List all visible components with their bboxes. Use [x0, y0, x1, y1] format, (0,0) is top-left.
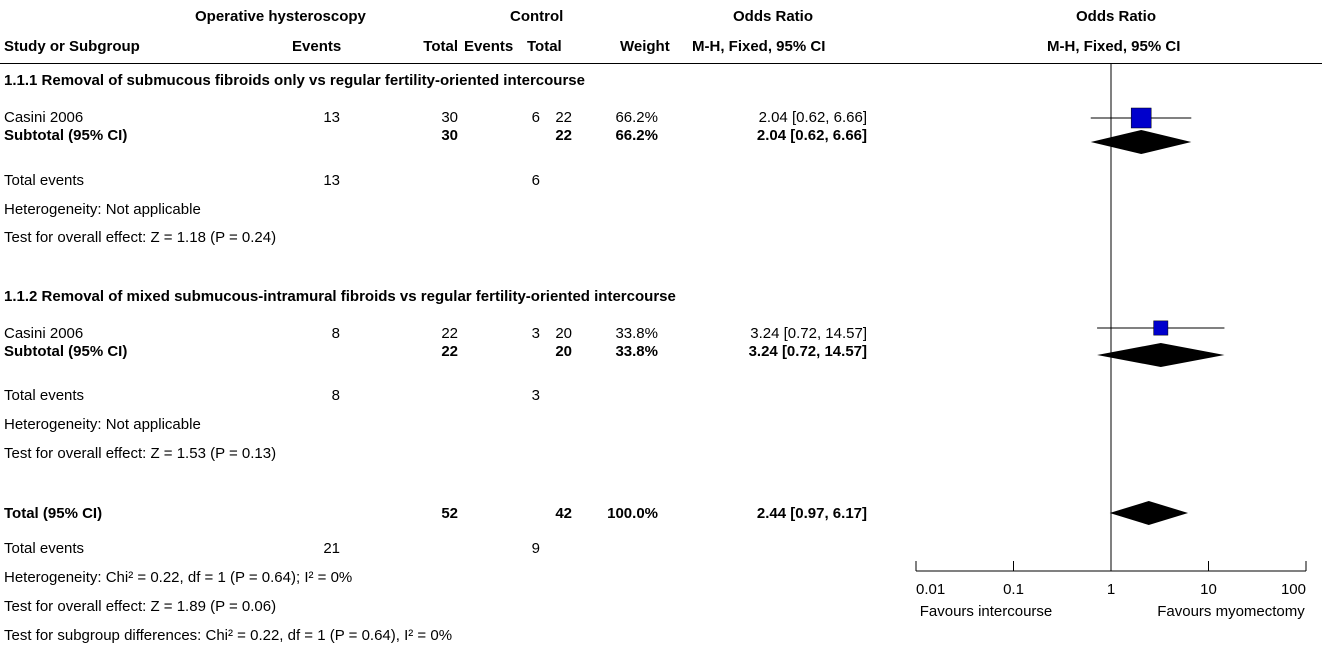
subtotal-diamond [1097, 343, 1225, 367]
subtotal-total1: 22 [441, 343, 458, 360]
subtotal-total1: 30 [441, 127, 458, 144]
heterogeneity: Heterogeneity: Not applicable [4, 201, 201, 218]
heterogeneity: Heterogeneity: Not applicable [4, 416, 201, 433]
group2-header: Control [510, 8, 564, 25]
overall-total-events1: 21 [323, 540, 340, 557]
total2: 20 [555, 325, 572, 342]
events2: 6 [531, 109, 540, 126]
col-weight-header: Weight [620, 38, 670, 55]
subgroup-differences: Test for subgroup differences: Chi² = 0.… [4, 627, 453, 644]
subtotal-ci: 3.24 [0.72, 14.57] [748, 343, 867, 360]
col-method-text-header: M-H, Fixed, 95% CI [692, 38, 826, 55]
subtotal-weight: 66.2% [615, 127, 658, 144]
subtotal-weight: 33.8% [615, 343, 658, 360]
x-tick-label: 100 [1281, 581, 1306, 598]
subtotal-label: Subtotal (95% CI) [4, 127, 128, 144]
col-study-header: Study or Subgroup [4, 38, 140, 55]
col-events1-header: Events [292, 38, 342, 55]
odds-ratio-plot-header: Odds Ratio [1076, 8, 1157, 25]
col-total1-header: Total [423, 38, 458, 55]
subtotal-diamond [1090, 130, 1192, 154]
events1: 13 [323, 109, 340, 126]
overall-effect: Test for overall effect: Z = 1.18 (P = 0… [4, 229, 277, 246]
subtotal-total2: 22 [555, 127, 572, 144]
study-effect-square [1130, 107, 1152, 129]
total-events2: 3 [531, 387, 540, 404]
odds-ratio-text-header: Odds Ratio [733, 8, 814, 25]
x-tick-label: 0.1 [1003, 581, 1024, 598]
col-events2-header: Events [464, 38, 514, 55]
col-method-plot-header: M-H, Fixed, 95% CI [1047, 38, 1181, 55]
x-tick-label: 10 [1200, 581, 1217, 598]
overall-weight: 100.0% [607, 505, 658, 522]
total-events-label: Total events [4, 172, 85, 189]
favours-right-label: Favours myomectomy [1157, 603, 1305, 620]
subtotal-label: Subtotal (95% CI) [4, 343, 128, 360]
weight: 33.8% [615, 325, 658, 342]
events2: 3 [531, 325, 540, 342]
overall-ci: 2.44 [0.97, 6.17] [756, 505, 867, 522]
total1: 22 [441, 325, 458, 342]
total-label: Total (95% CI) [4, 505, 103, 522]
favours-left-label: Favours intercourse [920, 603, 1053, 620]
study-name: Casini 2006 [4, 109, 84, 126]
ci: 2.04 [0.62, 6.66] [758, 109, 867, 126]
overall-total2: 42 [555, 505, 572, 522]
study-name: Casini 2006 [4, 325, 84, 342]
subgroup-1-title: 1.1.1 Removal of submucous fibroids only… [4, 72, 585, 89]
weight: 66.2% [615, 109, 658, 126]
total2: 22 [555, 109, 572, 126]
total1: 30 [441, 109, 458, 126]
ci: 3.24 [0.72, 14.57] [750, 325, 867, 342]
header-divider [0, 63, 1322, 64]
x-tick-label: 0.01 [916, 581, 945, 598]
total-events-label: Total events [4, 387, 85, 404]
subgroup-2-title: 1.1.2 Removal of mixed submucous-intramu… [4, 288, 676, 305]
subtotal-ci: 2.04 [0.62, 6.66] [756, 127, 867, 144]
overall-effect-test: Test for overall effect: Z = 1.89 (P = 0… [4, 598, 277, 615]
total-events2: 6 [531, 172, 540, 189]
overall-total1: 52 [441, 505, 458, 522]
col-total2-header: Total [527, 38, 562, 55]
overall-heterogeneity: Heterogeneity: Chi² = 0.22, df = 1 (P = … [4, 569, 353, 586]
x-tick-label: 1 [1107, 581, 1115, 598]
total-events1: 8 [331, 387, 340, 404]
total-events1: 13 [323, 172, 340, 189]
overall-effect: Test for overall effect: Z = 1.53 (P = 0… [4, 445, 277, 462]
overall-total-events2: 9 [531, 540, 540, 557]
subtotal-total2: 20 [555, 343, 572, 360]
events1: 8 [331, 325, 340, 342]
overall-total-events-label: Total events [4, 540, 85, 557]
study-effect-square [1153, 320, 1169, 336]
total-diamond [1109, 501, 1189, 525]
